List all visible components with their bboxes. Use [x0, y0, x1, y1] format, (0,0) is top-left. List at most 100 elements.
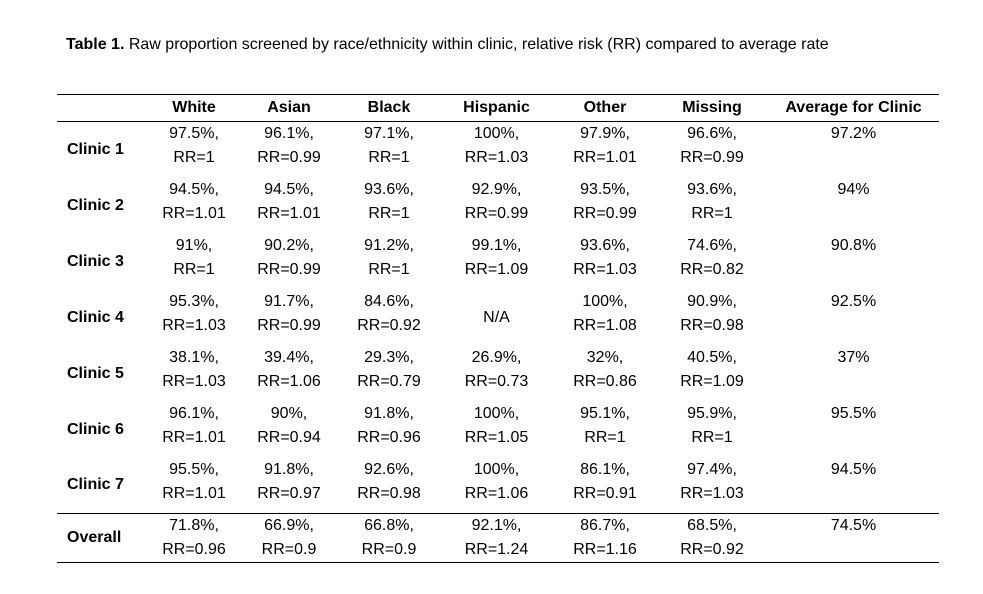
cell-relative-risk: RR=0.99	[573, 204, 637, 222]
cell-missing: 95.9%, RR=1	[656, 402, 768, 458]
cell-percent: 92.6%,	[364, 460, 414, 478]
cell-relative-risk: RR=1	[173, 149, 215, 166]
cell-percent: 91.8%,	[264, 460, 314, 478]
cell-relative-risk: RR=1.01	[257, 204, 321, 222]
cell-hispanic: 99.1%, RR=1.09	[439, 234, 554, 290]
cell-relative-risk: RR=1.05	[464, 428, 529, 446]
cell-asian: 96.1%, RR=0.99	[239, 122, 339, 178]
cell-relative-risk: RR=0.82	[680, 260, 744, 278]
cell-percent: 91.8%,	[364, 404, 414, 422]
cell-black: 91.2%, RR=1	[339, 234, 439, 290]
cell-percent: 95.9%,	[687, 404, 737, 422]
cell-hispanic: 100%, RR=1.05	[439, 402, 554, 458]
cell-relative-risk: RR=0.98	[357, 484, 421, 502]
cell-percent: 71.8%,	[169, 517, 219, 534]
header-other: Other	[554, 94, 656, 122]
cell-asian: 39.4%, RR=1.06	[239, 346, 339, 402]
header-missing: Missing	[656, 94, 768, 122]
cell-percent: 93.6%,	[580, 236, 630, 254]
cell-percent: 96.1%,	[169, 404, 219, 422]
cell-value: N/A	[483, 308, 510, 326]
row-label: Clinic 6	[67, 420, 124, 438]
table-header-row: White Asian Black Hispanic Other Missing…	[57, 94, 939, 122]
cell-relative-risk: RR=1.03	[573, 260, 637, 278]
cell-percent: 96.6%,	[687, 125, 737, 142]
cell-average: 90.8%	[830, 236, 877, 254]
cell-percent: 100%,	[473, 125, 520, 142]
cell-percent: 32%,	[586, 348, 624, 366]
cell-relative-risk: RR=1.01	[162, 484, 226, 502]
cell-percent: 99.1%,	[471, 236, 522, 254]
table-body: Clinic 1 97.5%, RR=1 96.1%, RR=0.99 97.1%, RR=…	[57, 122, 939, 563]
cell-white: 97.5%, RR=1	[149, 122, 239, 178]
cell-percent: 92.1%,	[471, 517, 522, 534]
cell-percent: 40.5%,	[687, 348, 737, 366]
cell-percent: 86.1%,	[580, 460, 630, 478]
cell-relative-risk: RR=1	[584, 428, 626, 446]
cell-hispanic: 26.9%, RR=0.73	[439, 346, 554, 402]
cell-white: 91%, RR=1	[149, 234, 239, 290]
row-label: Clinic 2	[67, 196, 124, 214]
cell-percent: 97.1%,	[364, 125, 414, 142]
header-black: Black	[339, 94, 439, 122]
cell-percent: 100%,	[582, 292, 628, 310]
cell-relative-risk: RR=1.03	[162, 372, 226, 390]
cell-hispanic: 100%, RR=1.06	[439, 458, 554, 514]
cell-percent: 91.7%,	[264, 292, 314, 310]
cell-percent: 95.1%,	[580, 404, 630, 422]
cell-percent: 95.5%,	[169, 460, 219, 478]
cell-relative-risk: RR=0.73	[464, 372, 529, 390]
cell-missing: 90.9%, RR=0.98	[656, 290, 768, 346]
cell-relative-risk: RR=0.97	[257, 484, 321, 502]
cell-percent: 92.9%,	[471, 180, 522, 198]
cell-percent: 91.2%,	[364, 236, 414, 254]
cell-relative-risk: RR=1.01	[162, 204, 226, 222]
screening-table: White Asian Black Hispanic Other Missing…	[57, 94, 939, 563]
cell-missing: 74.6%, RR=0.82	[656, 234, 768, 290]
cell-asian: 94.5%, RR=1.01	[239, 178, 339, 234]
cell-percent: 39.4%,	[264, 348, 314, 366]
cell-white: 94.5%, RR=1.01	[149, 178, 239, 234]
cell-relative-risk: RR=1.03	[464, 149, 529, 166]
row-label: Overall	[57, 513, 149, 563]
table-row: Clinic 2 94.5%, RR=1.01 94.5%, RR=1.01 93.6%,…	[57, 178, 939, 234]
row-label: Clinic 7	[67, 476, 124, 494]
cell-percent: 91%,	[175, 236, 213, 254]
cell-percent: 90%,	[270, 404, 308, 422]
cell-percent: 97.5%,	[169, 125, 219, 142]
cell-asian: 90.2%, RR=0.99	[239, 234, 339, 290]
cell-relative-risk: RR=0.99	[464, 204, 529, 222]
cell-hispanic: 92.1%, RR=1.24	[439, 513, 554, 563]
cell-hispanic: 100%, RR=1.03	[439, 122, 554, 178]
cell-percent: 29.3%,	[364, 348, 414, 366]
cell-relative-risk: RR=1.03	[680, 484, 744, 502]
cell-relative-risk: RR=0.98	[680, 316, 744, 334]
header-white: White	[149, 94, 239, 122]
table-caption: Table 1. Raw proportion screened by race…	[66, 33, 916, 57]
cell-relative-risk: RR=0.99	[257, 316, 321, 334]
cell-other: 93.6%, RR=1.03	[554, 234, 656, 290]
cell-relative-risk: RR=1	[173, 260, 215, 278]
cell-relative-risk: RR=1	[368, 149, 410, 166]
cell-relative-risk: RR=0.99	[257, 149, 321, 166]
cell-relative-risk: RR=0.91	[573, 484, 637, 502]
cell-relative-risk: RR=0.92	[357, 316, 421, 334]
table-row: Clinic 1 97.5%, RR=1 96.1%, RR=0.99 97.1%, RR=…	[57, 122, 939, 178]
cell-relative-risk: RR=1.09	[680, 372, 744, 390]
cell-percent: 66.9%,	[264, 517, 314, 534]
cell-percent: 90.2%,	[264, 236, 314, 254]
cell-relative-risk: RR=0.96	[162, 541, 226, 558]
cell-percent: 93.6%,	[364, 180, 414, 198]
cell-relative-risk: RR=1	[691, 428, 733, 446]
cell-percent: 94.5%,	[264, 180, 314, 198]
table-row: Clinic 3 91%, RR=1 90.2%, RR=0.99 91.2%, RR=1 9…	[57, 234, 939, 290]
cell-relative-risk: RR=0.9	[361, 541, 417, 558]
cell-asian: 66.9%, RR=0.9	[239, 513, 339, 563]
table-row: Clinic 5 38.1%, RR=1.03 39.4%, RR=1.06 29.3%,…	[57, 346, 939, 402]
cell-average: 95.5%	[830, 404, 877, 422]
table-caption-text: Raw proportion screened by race/ethnicit…	[128, 36, 829, 53]
cell-missing: 40.5%, RR=1.09	[656, 346, 768, 402]
cell-black: 97.1%, RR=1	[339, 122, 439, 178]
cell-percent: 100%,	[473, 404, 520, 422]
cell-average: 92.5%	[830, 292, 877, 310]
